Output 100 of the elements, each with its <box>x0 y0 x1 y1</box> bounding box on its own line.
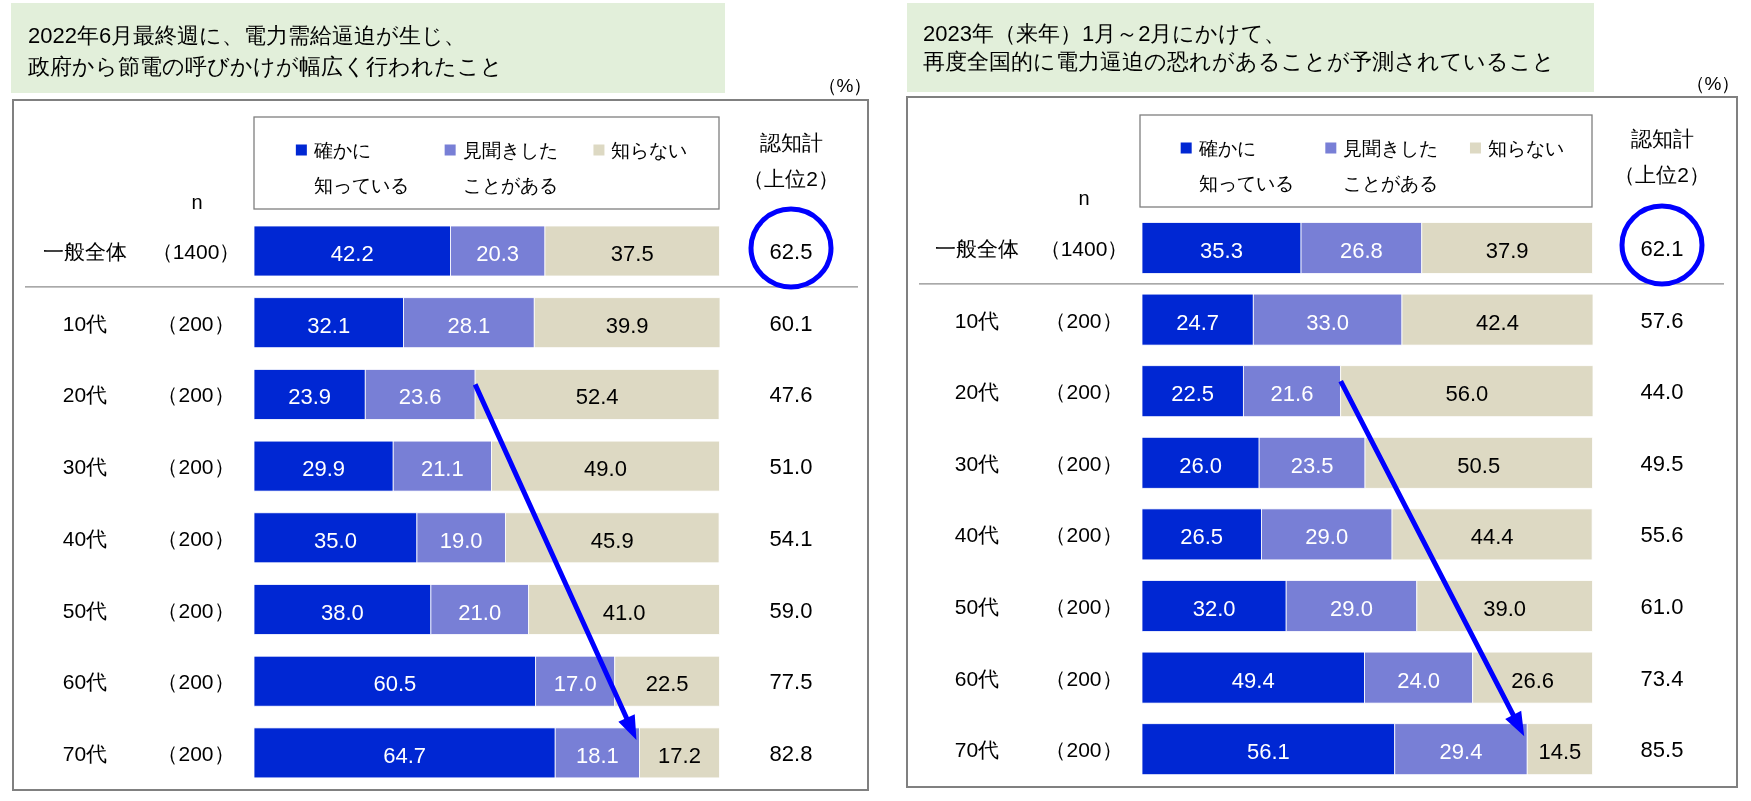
y2-tick-label: （200） <box>1045 594 1123 618</box>
y2-tick-label: （200） <box>157 454 235 478</box>
data-label: 29.9 <box>302 455 346 481</box>
text: 61.0 <box>1640 593 1684 619</box>
data-label: 42.4 <box>1476 309 1519 335</box>
data-label: 45.9 <box>590 527 634 553</box>
data-label: 38.0 <box>321 599 364 624</box>
y2-tick-label: （200） <box>157 382 235 406</box>
data-label: 56.1 <box>1246 738 1290 764</box>
y-tick-label: 70代 <box>62 741 108 765</box>
data-label: 32.0 <box>1192 595 1236 621</box>
text: 82.8 <box>769 740 813 766</box>
y2-tick-label: （1400） <box>151 239 241 263</box>
data-label: 26.8 <box>1340 237 1383 263</box>
data-label: 37.9 <box>1485 237 1529 263</box>
data-label: 64.7 <box>383 742 427 768</box>
chart-title: 2022年6月最終週に、電力需給逼迫が生じ、政府から節電の呼びかけが幅広く行われたこと <box>28 22 503 79</box>
y-tick-label: 10代 <box>62 311 108 335</box>
data-label: 21.0 <box>458 599 502 624</box>
y-tick-label: 20代 <box>62 382 108 406</box>
y2-tick-label: （200） <box>1045 737 1123 761</box>
data-label: 50.5 <box>1457 452 1501 478</box>
text: 59.0 <box>769 597 813 622</box>
data-label: 44.4 <box>1470 523 1514 549</box>
data-label: 49.4 <box>1231 667 1275 693</box>
y2-tick-label: （200） <box>157 669 235 693</box>
data-label: 21.1 <box>420 455 464 481</box>
data-label: 18.1 <box>575 742 619 768</box>
data-label: 24.0 <box>1397 667 1441 693</box>
text: 62.5 <box>769 238 813 264</box>
data-label: 39.0 <box>1483 595 1527 621</box>
text: n <box>191 191 203 213</box>
data-label: 20.3 <box>476 240 520 266</box>
chart-title: 2023年（来年）1月～2月にかけて、再度全国的に電力逼迫の恐れがあることが予測されていること <box>923 20 1555 74</box>
y-tick-label: 30代 <box>954 451 1000 475</box>
data-label: 60.5 <box>373 670 417 696</box>
y-tick-label: 50代 <box>954 594 1000 618</box>
y2-tick-label: （200） <box>1045 308 1123 332</box>
text: 85.5 <box>1640 736 1684 762</box>
y-tick-label: 40代 <box>954 522 1000 546</box>
data-label: 22.5 <box>645 670 689 696</box>
legend-label: 確かに知っている <box>1197 137 1294 194</box>
data-label: 17.2 <box>658 742 701 768</box>
legend-label: 見聞きしたことがある <box>462 139 558 196</box>
data-label: 26.5 <box>1180 523 1224 549</box>
text: 77.5 <box>769 668 813 694</box>
data-label: 22.5 <box>1171 380 1215 406</box>
y-tick-label: 10代 <box>954 308 1000 332</box>
y-tick-label: 30代 <box>62 454 108 478</box>
y-tick-label: 一般全体 <box>43 239 127 263</box>
text: 44.0 <box>1640 378 1684 404</box>
text: 73.4 <box>1640 665 1684 691</box>
data-label: 37.5 <box>610 240 654 266</box>
data-label: 26.6 <box>1511 667 1555 693</box>
data-label: 42.2 <box>330 240 374 266</box>
text: 認知計（上位2） <box>743 130 839 190</box>
data-label: 49.0 <box>584 455 627 481</box>
data-label: 33.0 <box>1306 309 1350 335</box>
data-label: 14.5 <box>1538 738 1582 764</box>
y2-tick-label: （200） <box>157 741 235 765</box>
legend-label: 見聞きしたことがある <box>1343 137 1439 194</box>
data-label: 29.0 <box>1330 595 1373 621</box>
data-label: 23.9 <box>288 383 332 409</box>
text: 62.1 <box>1640 235 1684 261</box>
data-label: 28.1 <box>447 312 491 338</box>
y-tick-label: 60代 <box>954 666 1000 690</box>
y-tick-label: 70代 <box>954 737 1000 761</box>
y-tick-label: 20代 <box>954 379 1000 403</box>
data-label: 56.0 <box>1445 380 1489 406</box>
y2-tick-label: （200） <box>1045 379 1123 403</box>
data-label: 24.7 <box>1176 309 1220 335</box>
legend-label: 知らない <box>611 139 688 161</box>
data-label: 26.0 <box>1179 452 1222 478</box>
y-tick-label: 50代 <box>62 598 108 621</box>
data-label: 17.0 <box>553 670 597 696</box>
data-label: 29.0 <box>1305 523 1349 549</box>
text: n <box>1078 187 1090 209</box>
y2-tick-label: （200） <box>157 598 235 621</box>
y-tick-label: 40代 <box>62 526 108 550</box>
data-label: 32.1 <box>307 312 351 338</box>
text: 57.6 <box>1640 307 1684 333</box>
legend-label: 知らない <box>1487 137 1564 159</box>
y2-tick-label: （200） <box>157 526 235 550</box>
text: 47.6 <box>769 381 813 407</box>
data-label: 29.4 <box>1439 738 1483 764</box>
data-label: 23.5 <box>1290 452 1334 478</box>
text: （%） <box>1685 72 1741 94</box>
data-label: 35.3 <box>1200 237 1243 263</box>
data-label: 35.0 <box>314 527 357 553</box>
text: 55.6 <box>1640 521 1684 547</box>
text: （%） <box>817 74 873 96</box>
text: 60.1 <box>769 310 813 336</box>
text: 51.0 <box>769 453 813 479</box>
text: 54.1 <box>769 525 813 551</box>
text: 49.5 <box>1640 450 1684 476</box>
data-label: 52.4 <box>575 383 619 409</box>
y2-tick-label: （200） <box>157 311 235 335</box>
data-label: 41.0 <box>602 599 646 624</box>
y2-tick-label: （200） <box>1045 522 1123 546</box>
data-label: 23.6 <box>398 383 442 409</box>
